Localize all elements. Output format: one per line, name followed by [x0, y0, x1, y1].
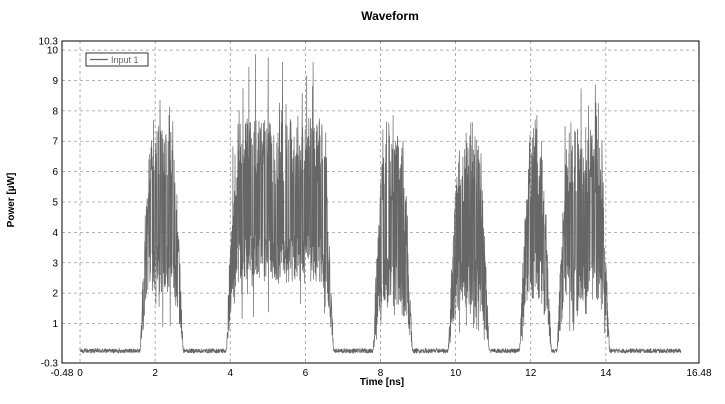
y-tick-label: 1: [52, 319, 58, 330]
series-layer: [79, 54, 682, 355]
x-tick-label: -0.48: [51, 368, 74, 379]
y-tick-label: 6: [52, 167, 58, 178]
x-axis-label: Time [ns]: [360, 377, 404, 388]
legend-entry-input-1: Input 1: [111, 55, 139, 65]
legend: Input 1: [85, 52, 149, 67]
legend-box: [85, 52, 149, 67]
x-tick-label: 4: [227, 368, 233, 379]
series-line-input-1: [79, 54, 682, 355]
x-tick-label: 10: [450, 368, 462, 379]
x-tick-label: 8: [378, 368, 384, 379]
chart-title: Waveform: [361, 9, 419, 23]
y-tick-label: 9: [52, 76, 58, 87]
x-tick-label: 16.48: [686, 368, 711, 379]
x-tick-label: 14: [600, 368, 612, 379]
y-tick-label: 8: [52, 106, 58, 117]
y-axis-label: Power [µW]: [6, 173, 17, 228]
x-tick-label: 2: [152, 368, 158, 379]
y-tick-label: -0.3: [41, 359, 59, 370]
y-tick-label: 3: [52, 258, 58, 269]
x-tick-label: 6: [303, 368, 309, 379]
x-tick-labels: -0.48 0 2 4 6 8 10 12 14 16.48: [51, 368, 712, 379]
y-tick-label: 10.3: [39, 37, 59, 48]
y-tick-label: 7: [52, 137, 58, 148]
y-tick-label: 5: [52, 198, 58, 209]
y-tick-label: 4: [52, 228, 58, 239]
x-tick-label: 12: [525, 368, 537, 379]
y-tick-label: 10: [47, 46, 59, 57]
y-tick-label: 2: [52, 289, 58, 300]
plot-frame: [61, 40, 700, 364]
x-tick-label: 0: [77, 368, 83, 379]
